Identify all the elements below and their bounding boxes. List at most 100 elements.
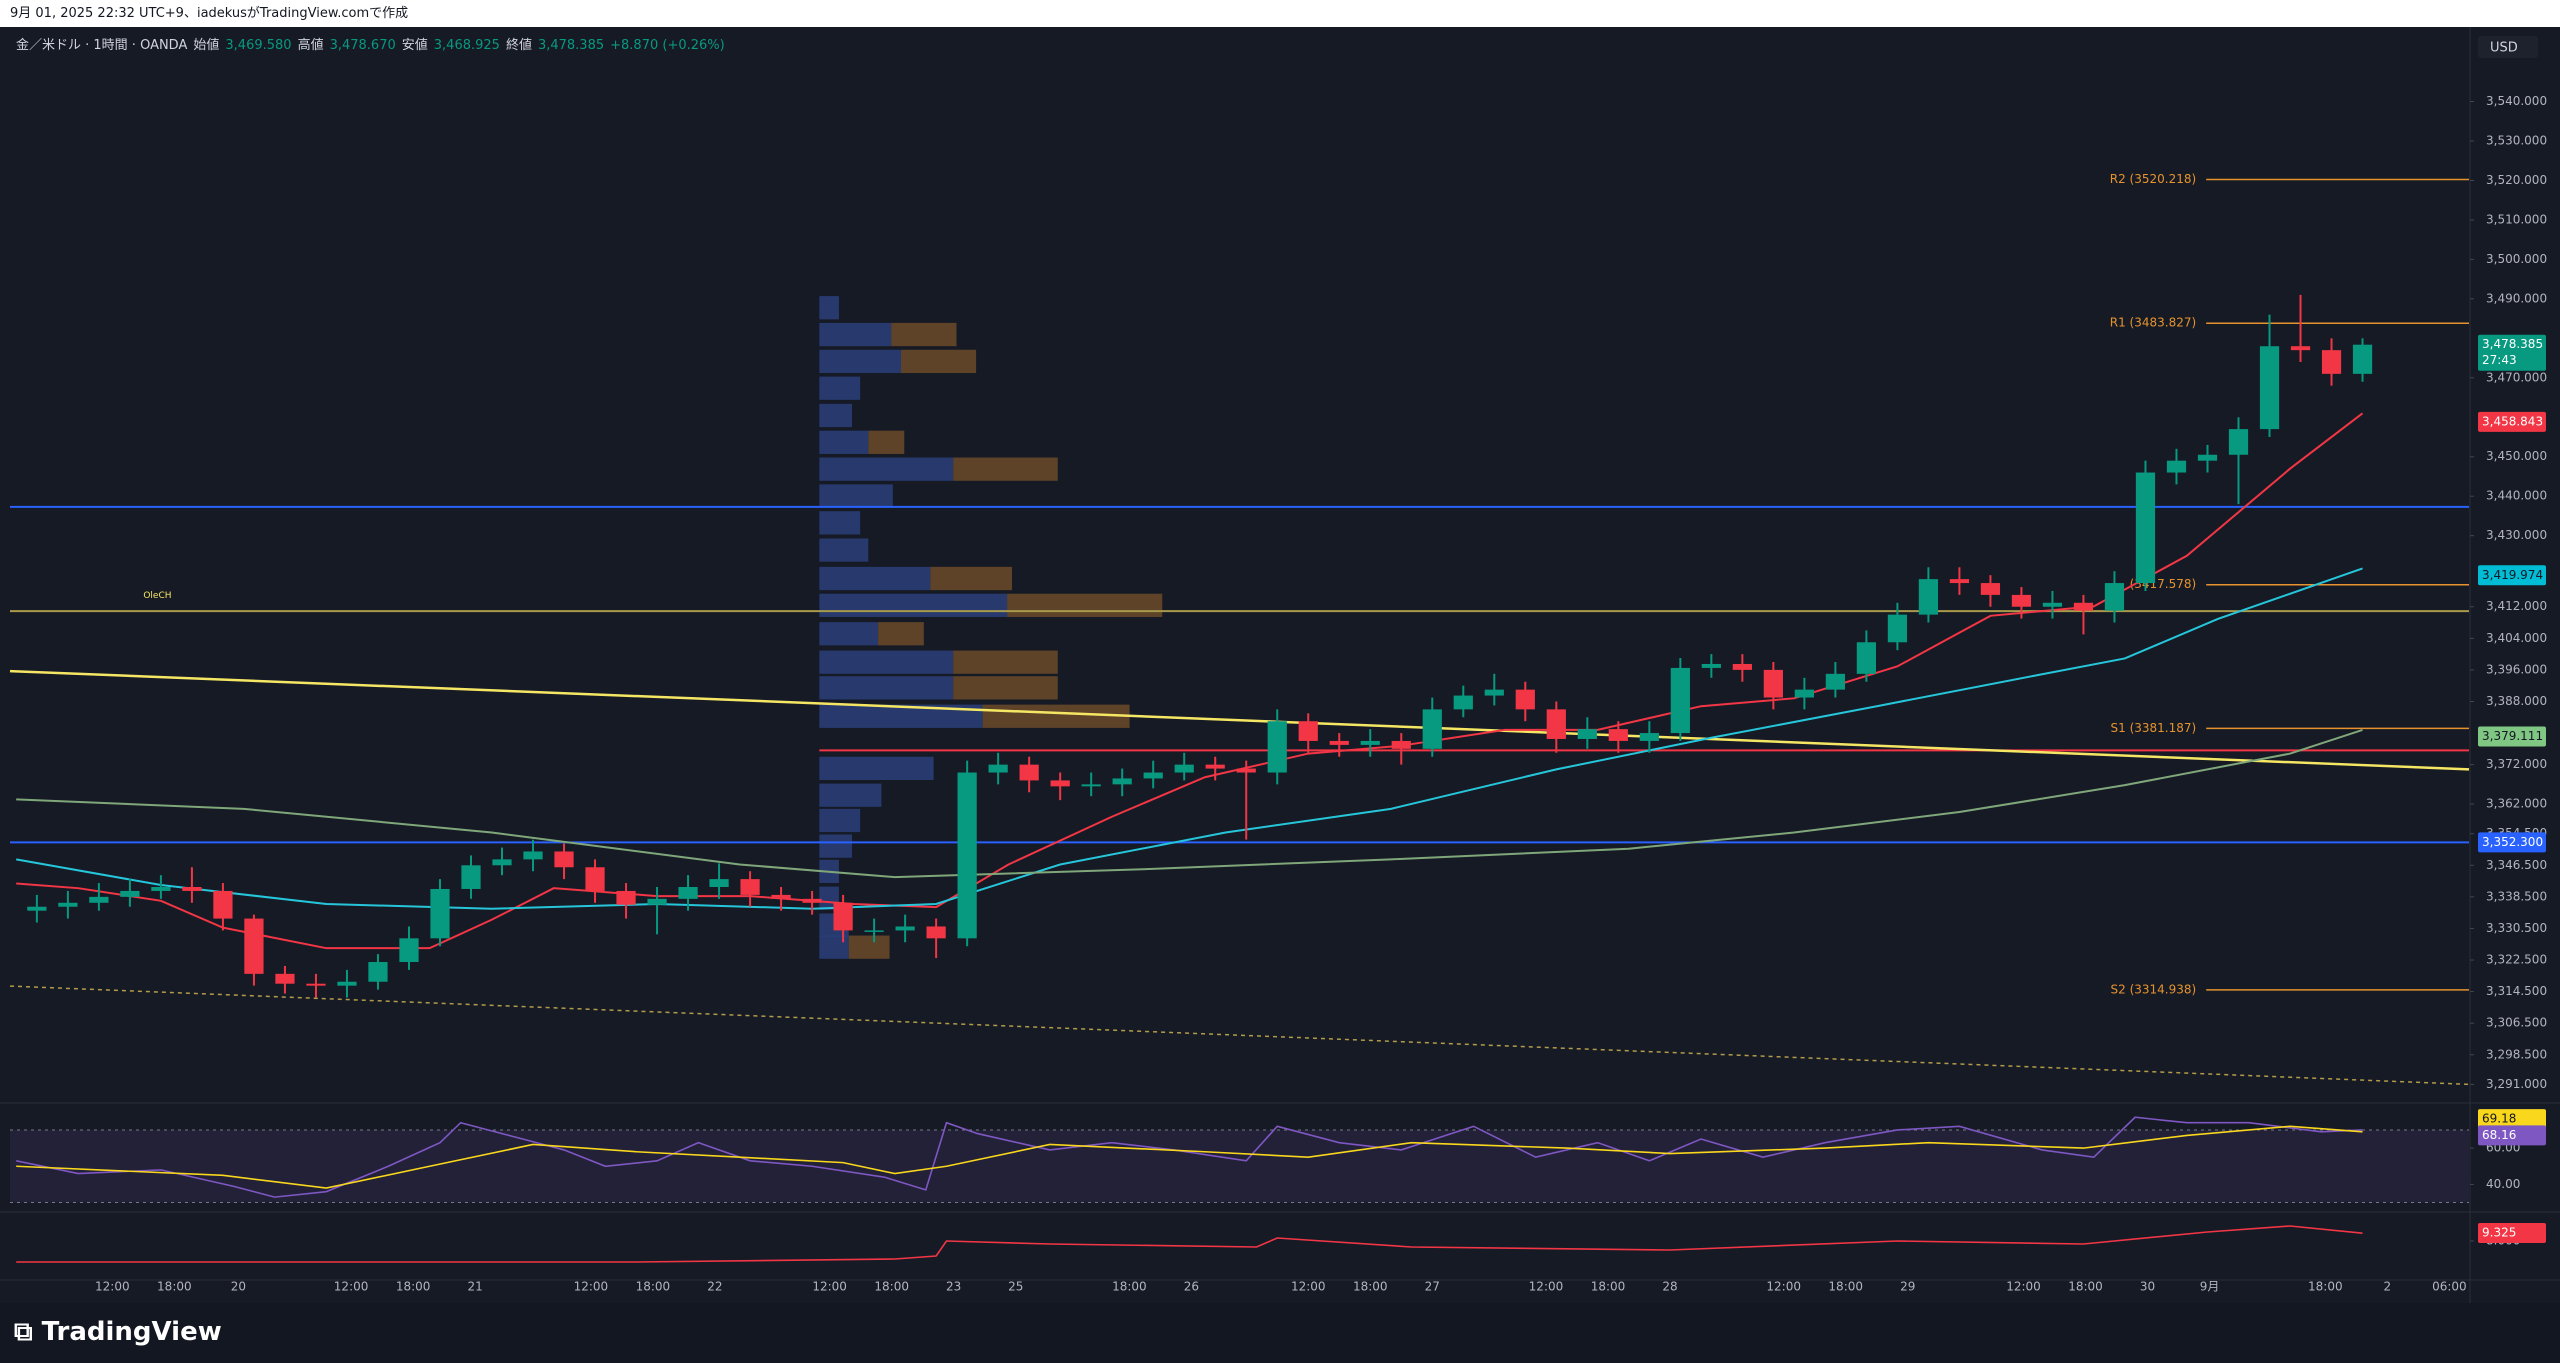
candle-body	[647, 898, 667, 905]
candle-body	[2321, 350, 2342, 374]
candle-body	[1174, 764, 1194, 773]
y-tick-label: 40.00	[2486, 1177, 2520, 1191]
change: +8.870 (+0.26%)	[610, 38, 725, 53]
candle-body	[1732, 663, 1752, 670]
ohlc-label: 高値	[297, 38, 324, 53]
price-tag-label: 9.325	[2482, 1226, 2516, 1240]
price-tag	[2478, 1125, 2546, 1146]
candle-body	[802, 898, 822, 903]
candle-body	[275, 973, 295, 984]
candle-body	[2166, 460, 2187, 473]
y-tick-label: 3,322.500	[2486, 953, 2547, 967]
x-tick-label: 18:00	[1112, 1280, 1147, 1294]
candle-body	[1484, 689, 1504, 696]
volume-down	[848, 935, 890, 959]
candle-body	[399, 938, 419, 962]
y-tick-label: 3,314.500	[2486, 984, 2547, 998]
x-tick-label: 12:00	[334, 1280, 369, 1294]
x-tick-label: 25	[1008, 1280, 1023, 1294]
y-tick-label: 3,450.000	[2486, 449, 2547, 463]
x-tick-label: 12:00	[1766, 1280, 1801, 1294]
volume-down	[953, 650, 1058, 674]
candle-body	[1980, 583, 2001, 595]
candle-body	[2135, 472, 2156, 584]
x-tick-label: 9月	[2200, 1280, 2220, 1294]
candle-body	[213, 890, 233, 919]
y-tick-label: 3,404.000	[2486, 631, 2547, 645]
x-tick-label: 22	[707, 1280, 722, 1294]
x-tick-label: 18:00	[636, 1280, 671, 1294]
pivot-label: S1 (3381.187)	[2111, 721, 2197, 735]
moving-average	[16, 412, 2364, 950]
candle-body	[2352, 344, 2373, 374]
price-tag	[2478, 411, 2546, 432]
candle-body	[864, 930, 884, 932]
candle-body	[151, 887, 171, 891]
candle-body	[461, 865, 481, 889]
candle-body	[1205, 764, 1225, 769]
y-tick-label: 3,510.000	[2486, 212, 2547, 226]
pivot-label: R1 (3483.827)	[2110, 316, 2196, 330]
candle-body	[1918, 579, 1939, 615]
caption: 9月 01, 2025 22:32 UTC+9、iadekusがTradingV…	[0, 0, 2560, 27]
y-tick-label: 3,540.000	[2486, 94, 2547, 108]
x-tick-label: 12:00	[1529, 1280, 1564, 1294]
candle-body	[2228, 429, 2249, 455]
candle-body	[306, 983, 326, 986]
ohlc-label: 終値	[505, 38, 532, 53]
volume-down	[982, 704, 1130, 728]
volume-up	[819, 704, 983, 728]
volume-down	[891, 322, 957, 347]
x-tick-label: 18:00	[396, 1280, 431, 1294]
indicator-line	[16, 1125, 2363, 1189]
x-tick-label: 12:00	[95, 1280, 130, 1294]
candle-body	[523, 851, 543, 860]
candle-body	[1112, 778, 1132, 785]
candle-body	[1670, 667, 1690, 734]
candle-body	[833, 902, 853, 931]
y-tick-label: 3,530.000	[2486, 133, 2547, 147]
y-tick-label: 3,362.000	[2486, 797, 2547, 811]
annotation: OleCH	[143, 591, 171, 601]
volume-up	[819, 430, 869, 454]
x-tick-label: 12:00	[812, 1280, 847, 1294]
candle-body	[1949, 579, 1970, 584]
x-tick-label: 18:00	[2308, 1280, 2343, 1294]
volume-up	[819, 834, 852, 858]
candle-body	[709, 879, 729, 887]
candle-body	[926, 926, 946, 939]
candle-body	[1794, 689, 1814, 698]
candle-body	[1701, 663, 1721, 668]
x-tick-label: 12:00	[1291, 1280, 1326, 1294]
moving-average	[16, 728, 2363, 879]
price-tag-countdown: 27:43	[2482, 353, 2517, 367]
y-tick-label: 3,470.000	[2486, 370, 2547, 384]
x-tick-label: 2	[2384, 1280, 2392, 1294]
candle-body	[1577, 729, 1597, 739]
candle-body	[1453, 695, 1473, 710]
candle-body	[2259, 346, 2280, 430]
ohlc-label: 始値	[193, 38, 220, 53]
x-tick-label: 23	[946, 1280, 961, 1294]
x-tick-label: 21	[467, 1280, 482, 1294]
candle-body	[1887, 614, 1908, 643]
price-tag-label: 3,352.300	[2482, 835, 2543, 849]
volume-up	[819, 538, 869, 562]
ohlc-value: 3,469.580	[225, 38, 292, 53]
candle-body	[89, 896, 109, 903]
volume-up	[819, 511, 861, 535]
x-tick-label: 26	[1184, 1280, 1199, 1294]
candle-body	[1267, 721, 1287, 773]
price-tag	[2478, 1109, 2546, 1130]
y-tick-label: 3,520.000	[2486, 173, 2547, 187]
y-tick-label: 3,372.000	[2486, 757, 2547, 771]
band	[10, 1129, 2469, 1203]
currency-box[interactable]	[2478, 36, 2538, 58]
symbol: 金／米ドル · 1時間 · OANDA	[16, 38, 188, 53]
volume-down	[1007, 593, 1163, 617]
price-tag-label: 3,478.385	[2482, 337, 2543, 351]
volume-up	[819, 593, 1008, 617]
x-tick-label: 18:00	[1828, 1280, 1863, 1294]
candle-body	[740, 879, 760, 895]
logo[interactable]: ⧉ TradingView	[14, 1317, 222, 1347]
